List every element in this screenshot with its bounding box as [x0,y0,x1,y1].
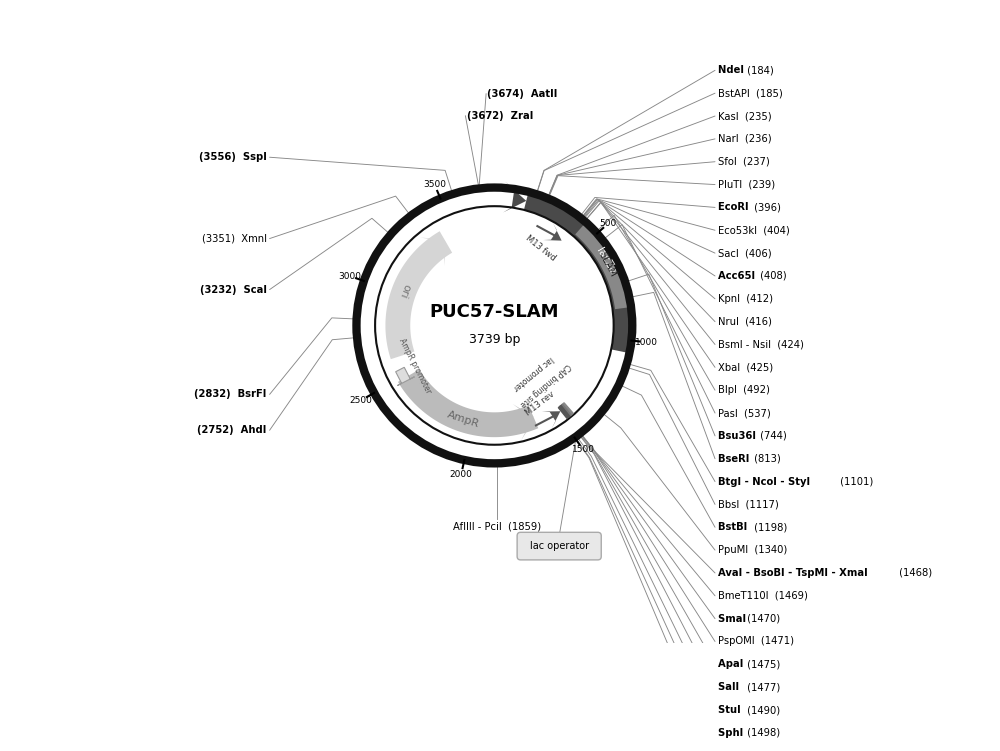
Text: AmpR: AmpR [446,410,480,430]
Text: PpuMI  (1340): PpuMI (1340) [718,545,787,555]
Polygon shape [543,223,562,240]
Text: BstBI: BstBI [718,522,751,532]
Text: (3232)  ScaI: (3232) ScaI [200,285,267,294]
Text: (1477): (1477) [744,682,781,692]
Text: (3674)  AatII: (3674) AatII [487,89,558,99]
Text: (3672)  ZraI: (3672) ZraI [467,111,533,121]
Text: NdeI: NdeI [718,65,747,75]
Text: (408): (408) [757,271,787,281]
Text: AmpR promoter: AmpR promoter [397,337,433,395]
Text: XbaI  (425): XbaI (425) [718,362,773,372]
Text: (813): (813) [751,454,781,463]
Text: AvaI - BsoBI - TspMI - XmaI: AvaI - BsoBI - TspMI - XmaI [718,568,871,578]
Polygon shape [396,367,415,385]
Text: NruI  (416): NruI (416) [718,317,772,327]
Text: (2752)  AhdI: (2752) AhdI [197,425,267,436]
Text: (1198): (1198) [751,522,787,532]
Polygon shape [575,225,629,309]
Text: PspOMI  (1471): PspOMI (1471) [718,637,794,647]
Text: M13 fwd: M13 fwd [524,234,558,263]
Text: Bsu36I: Bsu36I [718,431,759,441]
Polygon shape [420,237,446,266]
Text: SfoI  (237): SfoI (237) [718,157,770,167]
Polygon shape [561,403,573,415]
Text: (1101): (1101) [837,477,873,487]
Polygon shape [503,182,526,213]
Text: Eco53kI  (404): Eco53kI (404) [718,225,790,235]
Polygon shape [398,369,538,437]
Text: StuI: StuI [718,705,744,715]
Text: Acc65I: Acc65I [718,271,758,281]
Text: (1498): (1498) [744,728,780,738]
Text: BstAPI  (185): BstAPI (185) [718,88,783,98]
Text: BsmI - NsiI  (424): BsmI - NsiI (424) [718,339,804,349]
Text: BlpI  (492): BlpI (492) [718,385,770,395]
Text: EcoRI: EcoRI [718,203,752,213]
Text: (1468): (1468) [896,568,933,578]
Text: 3500: 3500 [423,180,446,189]
Text: ori: ori [397,282,411,300]
Text: 3739 bp: 3739 bp [469,333,520,345]
Text: AflIII - PciI  (1859): AflIII - PciI (1859) [453,521,541,531]
Text: (3556)  SspI: (3556) SspI [199,152,267,162]
Text: BbsI  (1117): BbsI (1117) [718,499,779,509]
Polygon shape [542,412,560,429]
Polygon shape [524,192,632,353]
Text: SphI: SphI [718,728,747,738]
Text: ApaI: ApaI [718,659,747,669]
Text: 2500: 2500 [349,396,372,405]
Text: 500: 500 [600,219,617,228]
Text: PasI  (537): PasI (537) [718,408,771,418]
Text: PluTI  (239): PluTI (239) [718,179,775,189]
Text: KasI  (235): KasI (235) [718,111,771,121]
Text: (2832)  BsrFI: (2832) BsrFI [194,390,267,400]
Text: SalI: SalI [718,682,742,692]
Text: lac operator: lac operator [530,541,589,551]
Text: BmeT110I  (1469): BmeT110I (1469) [718,591,808,601]
Text: (396): (396) [751,203,781,213]
Text: (1470): (1470) [744,614,780,623]
Text: SmaI: SmaI [718,614,749,623]
Text: lacZa: lacZa [594,246,617,276]
Text: (744): (744) [757,431,787,441]
Text: 3000: 3000 [338,272,361,281]
Text: PUC57-SLAM: PUC57-SLAM [430,303,559,321]
Text: (1490): (1490) [744,705,780,715]
Polygon shape [560,404,571,417]
Text: (184): (184) [744,65,774,75]
Text: lac promoter: lac promoter [512,354,555,392]
Text: (3351)  XmnI: (3351) XmnI [202,234,267,243]
Text: BtgI - NcoI - StyI: BtgI - NcoI - StyI [718,477,813,487]
Text: M13 rev: M13 rev [523,390,556,418]
Polygon shape [513,404,533,440]
Polygon shape [558,406,570,418]
Text: 1500: 1500 [572,445,595,454]
Text: CAP binding site: CAP binding site [518,361,572,409]
Text: KpnI  (412): KpnI (412) [718,294,773,304]
FancyBboxPatch shape [517,532,601,560]
Text: 1000: 1000 [635,338,658,347]
Text: (1475): (1475) [744,659,781,669]
Polygon shape [385,231,452,359]
Text: NarI  (236): NarI (236) [718,134,771,144]
Text: SLAM: SLAM [597,251,619,279]
Text: BseRI: BseRI [718,454,753,463]
Text: SacI  (406): SacI (406) [718,248,771,258]
Text: 2000: 2000 [450,470,473,479]
